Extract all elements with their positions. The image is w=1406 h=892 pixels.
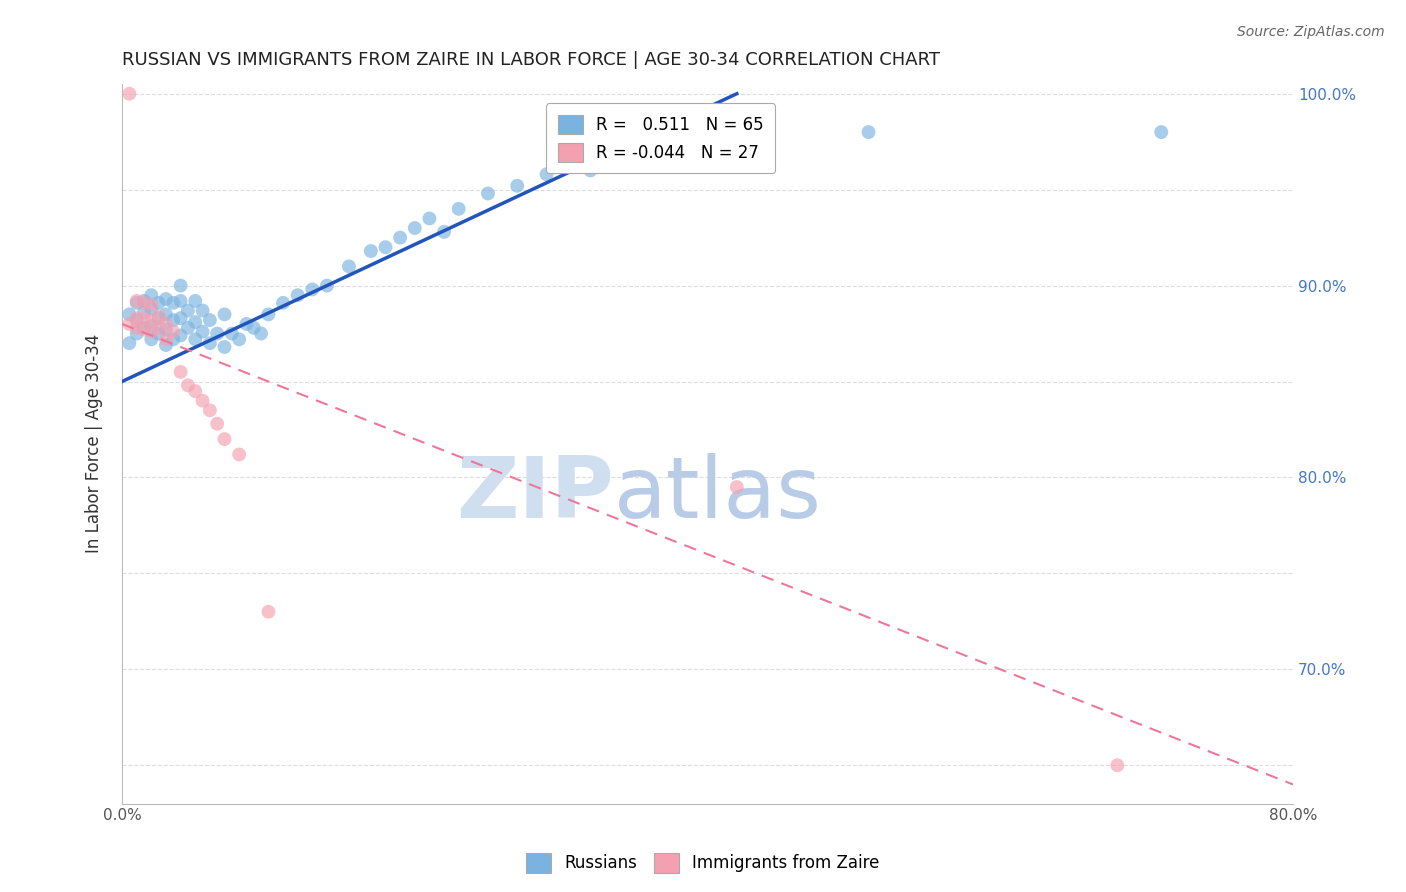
Point [433, 225, 456, 239]
Point [418, 211, 440, 226]
Point [214, 307, 236, 321]
Point [162, 313, 184, 327]
Point [148, 326, 170, 341]
Point [148, 311, 170, 326]
Point [205, 326, 228, 341]
Point [191, 325, 214, 339]
Point [447, 202, 470, 216]
Point [132, 293, 155, 308]
Point [287, 288, 309, 302]
Legend: R =   0.511   N = 65, R = -0.044   N = 27: R = 0.511 N = 65, R = -0.044 N = 27 [546, 103, 775, 173]
Point [148, 296, 170, 310]
Point [141, 298, 163, 312]
Point [638, 153, 661, 168]
Point [1107, 758, 1129, 772]
Point [477, 186, 499, 201]
Text: Source: ZipAtlas.com: Source: ZipAtlas.com [1237, 25, 1385, 39]
Point [141, 332, 163, 346]
Point [162, 296, 184, 310]
Point [118, 87, 141, 101]
Point [118, 336, 141, 351]
Point [125, 320, 148, 334]
Point [404, 221, 426, 235]
Point [191, 303, 214, 318]
Y-axis label: In Labor Force | Age 30-34: In Labor Force | Age 30-34 [86, 334, 103, 554]
Point [257, 605, 280, 619]
Point [125, 313, 148, 327]
Point [141, 313, 163, 327]
Point [191, 393, 214, 408]
Point [118, 317, 141, 331]
Point [169, 328, 191, 343]
Legend: Russians, Immigrants from Zaire: Russians, Immigrants from Zaire [520, 847, 886, 880]
Point [184, 293, 207, 308]
Point [506, 178, 529, 193]
Point [221, 326, 243, 341]
Point [360, 244, 382, 258]
Point [228, 447, 250, 461]
Point [155, 338, 177, 352]
Point [155, 332, 177, 346]
Point [162, 325, 184, 339]
Point [198, 336, 221, 351]
Point [389, 230, 412, 244]
Point [228, 332, 250, 346]
Point [132, 320, 155, 334]
Point [725, 480, 748, 494]
Point [169, 293, 191, 308]
Point [184, 332, 207, 346]
Point [125, 293, 148, 308]
Point [301, 282, 323, 296]
Point [141, 288, 163, 302]
Point [125, 296, 148, 310]
Text: atlas: atlas [614, 453, 823, 536]
Point [177, 378, 200, 392]
Point [250, 326, 273, 341]
Point [155, 323, 177, 337]
Point [579, 163, 602, 178]
Point [242, 320, 264, 334]
Point [257, 307, 280, 321]
Point [755, 135, 778, 149]
Point [132, 296, 155, 310]
Point [271, 296, 294, 310]
Point [148, 320, 170, 334]
Point [132, 323, 155, 337]
Point [214, 340, 236, 354]
Point [184, 384, 207, 398]
Point [141, 325, 163, 339]
Point [132, 305, 155, 319]
Point [148, 310, 170, 324]
Point [132, 311, 155, 326]
Point [155, 292, 177, 306]
Point [858, 125, 880, 139]
Point [184, 315, 207, 329]
Point [235, 317, 257, 331]
Point [177, 303, 200, 318]
Point [125, 326, 148, 341]
Point [337, 260, 360, 274]
Point [205, 417, 228, 431]
Point [198, 313, 221, 327]
Point [155, 307, 177, 321]
Point [177, 320, 200, 334]
Point [118, 307, 141, 321]
Point [162, 332, 184, 346]
Point [198, 403, 221, 417]
Point [141, 318, 163, 333]
Point [169, 365, 191, 379]
Point [536, 167, 558, 181]
Text: ZIP: ZIP [456, 453, 614, 536]
Point [155, 317, 177, 331]
Point [1150, 125, 1173, 139]
Point [696, 145, 718, 159]
Point [141, 301, 163, 316]
Point [169, 311, 191, 326]
Point [125, 311, 148, 326]
Point [169, 278, 191, 293]
Point [316, 278, 339, 293]
Point [214, 432, 236, 446]
Point [374, 240, 396, 254]
Text: RUSSIAN VS IMMIGRANTS FROM ZAIRE IN LABOR FORCE | AGE 30-34 CORRELATION CHART: RUSSIAN VS IMMIGRANTS FROM ZAIRE IN LABO… [122, 51, 941, 69]
